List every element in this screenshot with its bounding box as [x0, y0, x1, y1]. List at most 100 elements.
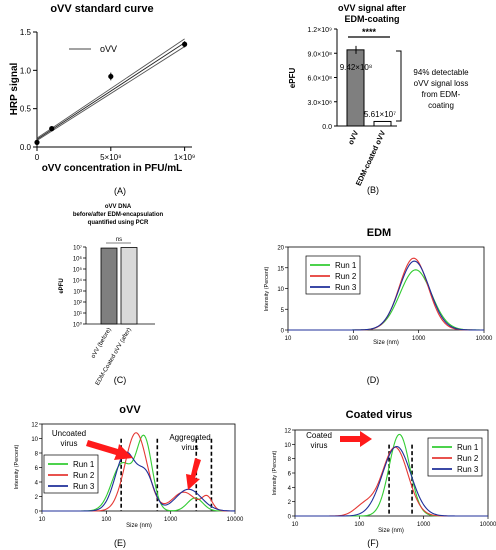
chart-e-x-tick-label: 1000: [164, 517, 178, 523]
chart-c-bar: [100, 247, 118, 325]
chart-b-y-tick-label: 3.0×10⁸: [307, 100, 332, 107]
chart-b-y-tick-label: 9.0×10⁸: [307, 51, 332, 58]
chart-d-x-tick-label: 100: [348, 336, 359, 342]
chart-a-x-tick-label: 0: [35, 153, 40, 162]
chart-a-y-tick-label: 0.0: [20, 143, 32, 152]
chart-b-x-tick-label: EDM-coated oVV: [354, 129, 388, 187]
panel-b: oVV signal after EDM-coating 0.0 3.0×10⁸ 6…: [288, 3, 469, 195]
chart-d-series-line: [288, 260, 484, 331]
chart-f-series-line: [295, 445, 488, 517]
chart-e-title: oVV: [119, 404, 141, 416]
chart-a-plot-area: 0.0 0.5 1.0 1.5 0 5×10⁸ 1×10⁹: [20, 28, 195, 162]
chart-a-x-tick-label: 1×10⁹: [174, 153, 195, 162]
chart-b-significance: ****: [348, 27, 390, 38]
chart-b-ylabel: ePFU: [288, 68, 297, 89]
chart-a-xlabel: oVV concentration in PFU/mL: [42, 163, 183, 174]
chart-f-x-tick-label: 1000: [417, 522, 431, 528]
chart-f-title: Coated virus: [346, 409, 413, 421]
chart-f-x-tick-label: 10000: [480, 522, 496, 528]
chart-f-y-tick-label: 12: [284, 429, 291, 435]
chart-f-y-tick-label: 0: [288, 515, 292, 521]
panel-c-label: (C): [114, 375, 127, 385]
chart-e-legend: Run 1 Run 2 Run 3: [43, 454, 99, 494]
chart-c-title-line1: oVV DNA: [105, 204, 132, 210]
chart-c-y-tick-label: 10⁴: [73, 278, 83, 285]
chart-f-y-tick-label: 8: [288, 457, 292, 463]
panel-b-label: (B): [367, 185, 379, 195]
chart-a-y-tick-label: 1.0: [20, 66, 32, 75]
chart-e-annotation-aggregated: Aggregated virus: [169, 433, 211, 490]
chart-d-y-tick-label: 20: [277, 246, 284, 252]
chart-b-annotation-line2: oVV signal loss: [414, 79, 469, 88]
chart-f-annotation-coated-line1: Coated: [306, 431, 332, 440]
chart-d-x-tick-label: 10: [285, 336, 292, 342]
chart-e-y-tick-label: 12: [31, 423, 38, 429]
chart-e-legend-box: [43, 454, 99, 494]
chart-b-annotation: 94% detectable oVV signal loss from EDM-…: [413, 68, 469, 110]
chart-b-annotation-line1: 94% detectable: [413, 68, 469, 77]
chart-c-y-tick-label: 10⁷: [73, 245, 82, 252]
chart-c-ylabel: ePFU: [59, 278, 65, 293]
chart-b-annotation-line3: from EDM-: [422, 90, 461, 99]
panel-f: Coated virus 0 2 4 6 8 10 12 10 100 1000 10000 Run…: [272, 409, 496, 548]
chart-b-y-tick-label: 6.0×10⁸: [307, 76, 332, 83]
chart-e-y-tick-label: 4: [35, 481, 39, 487]
chart-b-value-label: 5.61×10⁷: [364, 110, 396, 119]
chart-f-arrow-coated: [340, 431, 372, 447]
chart-b-bar: [373, 120, 392, 127]
chart-b-bracket: [396, 50, 402, 122]
chart-a-confidence-band: [36, 46, 185, 141]
chart-f-annotation-coated-line2: virus: [311, 441, 328, 450]
chart-f-y-tick-label: 4: [288, 486, 292, 492]
chart-a-legend-label: oVV: [100, 44, 117, 54]
chart-e-y-tick-label: 10: [31, 437, 38, 443]
chart-a-legend: oVV: [69, 44, 117, 54]
chart-e-x-tick-label: 100: [101, 517, 112, 523]
chart-a-point: [108, 73, 114, 80]
panel-d-label: (D): [367, 375, 380, 385]
chart-d-legend-label: Run 3: [335, 283, 357, 292]
chart-c-y-tick-label: 10⁵: [73, 267, 83, 274]
chart-a-point: [49, 126, 55, 132]
chart-c-y-tick-label: 10¹: [73, 312, 82, 318]
chart-f-y-tick-label: 10: [284, 443, 291, 449]
chart-c-title-line2: before/after EDM-encapsulation: [73, 212, 164, 218]
panel-a: oVV standard curve 0.0 0.5 1.0 1.5 0 5×10⁸ 1×1…: [9, 3, 195, 196]
chart-d-legend-label: Run 2: [335, 272, 357, 281]
chart-f-legend: Run 1 Run 2 Run 3: [427, 437, 483, 477]
chart-a-fit-line: [36, 42, 185, 140]
chart-b-title-line1: oVV signal after: [338, 3, 407, 13]
chart-f-legend-label: Run 2: [457, 454, 479, 463]
chart-f-y-tick-label: 2: [288, 500, 292, 506]
chart-d-xlabel: Size (nm): [373, 340, 399, 346]
chart-a-point: [34, 139, 40, 145]
chart-f-y-tick-label: 6: [288, 472, 292, 478]
chart-e-legend-label: Run 1: [73, 460, 95, 469]
chart-e-annotation-aggregated-line1: Aggregated: [169, 433, 210, 442]
chart-c-bar: [120, 247, 138, 325]
chart-c-title-line3: quantified using PCR: [88, 220, 149, 226]
chart-d-y-tick-label: 10: [277, 287, 284, 293]
chart-f-legend-label: Run 3: [457, 465, 479, 474]
chart-e-ylabel: Intensity (Percent): [14, 445, 20, 490]
chart-c-y-tick-label: 10⁶: [73, 256, 83, 263]
chart-a-point: [182, 41, 188, 47]
chart-d-legend-label: Run 1: [335, 261, 357, 270]
chart-b-x-tick-label: oVV: [346, 129, 360, 146]
chart-e-arrow-uncoated: [86, 440, 133, 460]
chart-d-x-tick-label: 1000: [412, 336, 426, 342]
chart-e-x-tick-label: 10000: [227, 517, 244, 523]
chart-e-arrow-aggregated: [186, 458, 201, 490]
panel-a-label: (A): [114, 186, 126, 196]
chart-d-y-tick-label: 15: [277, 266, 284, 272]
chart-e-annotation-aggregated-line2: virus: [182, 443, 199, 452]
chart-f-annotation-coated: Coated virus: [306, 431, 372, 450]
chart-f-x-tick-label: 10: [292, 522, 299, 528]
chart-c-significance: ns: [116, 237, 122, 243]
chart-e-annotation-uncoated-line1: Uncoated: [52, 429, 86, 438]
chart-a-title: oVV standard curve: [50, 3, 153, 15]
chart-e-x-tick-label: 10: [39, 517, 46, 523]
